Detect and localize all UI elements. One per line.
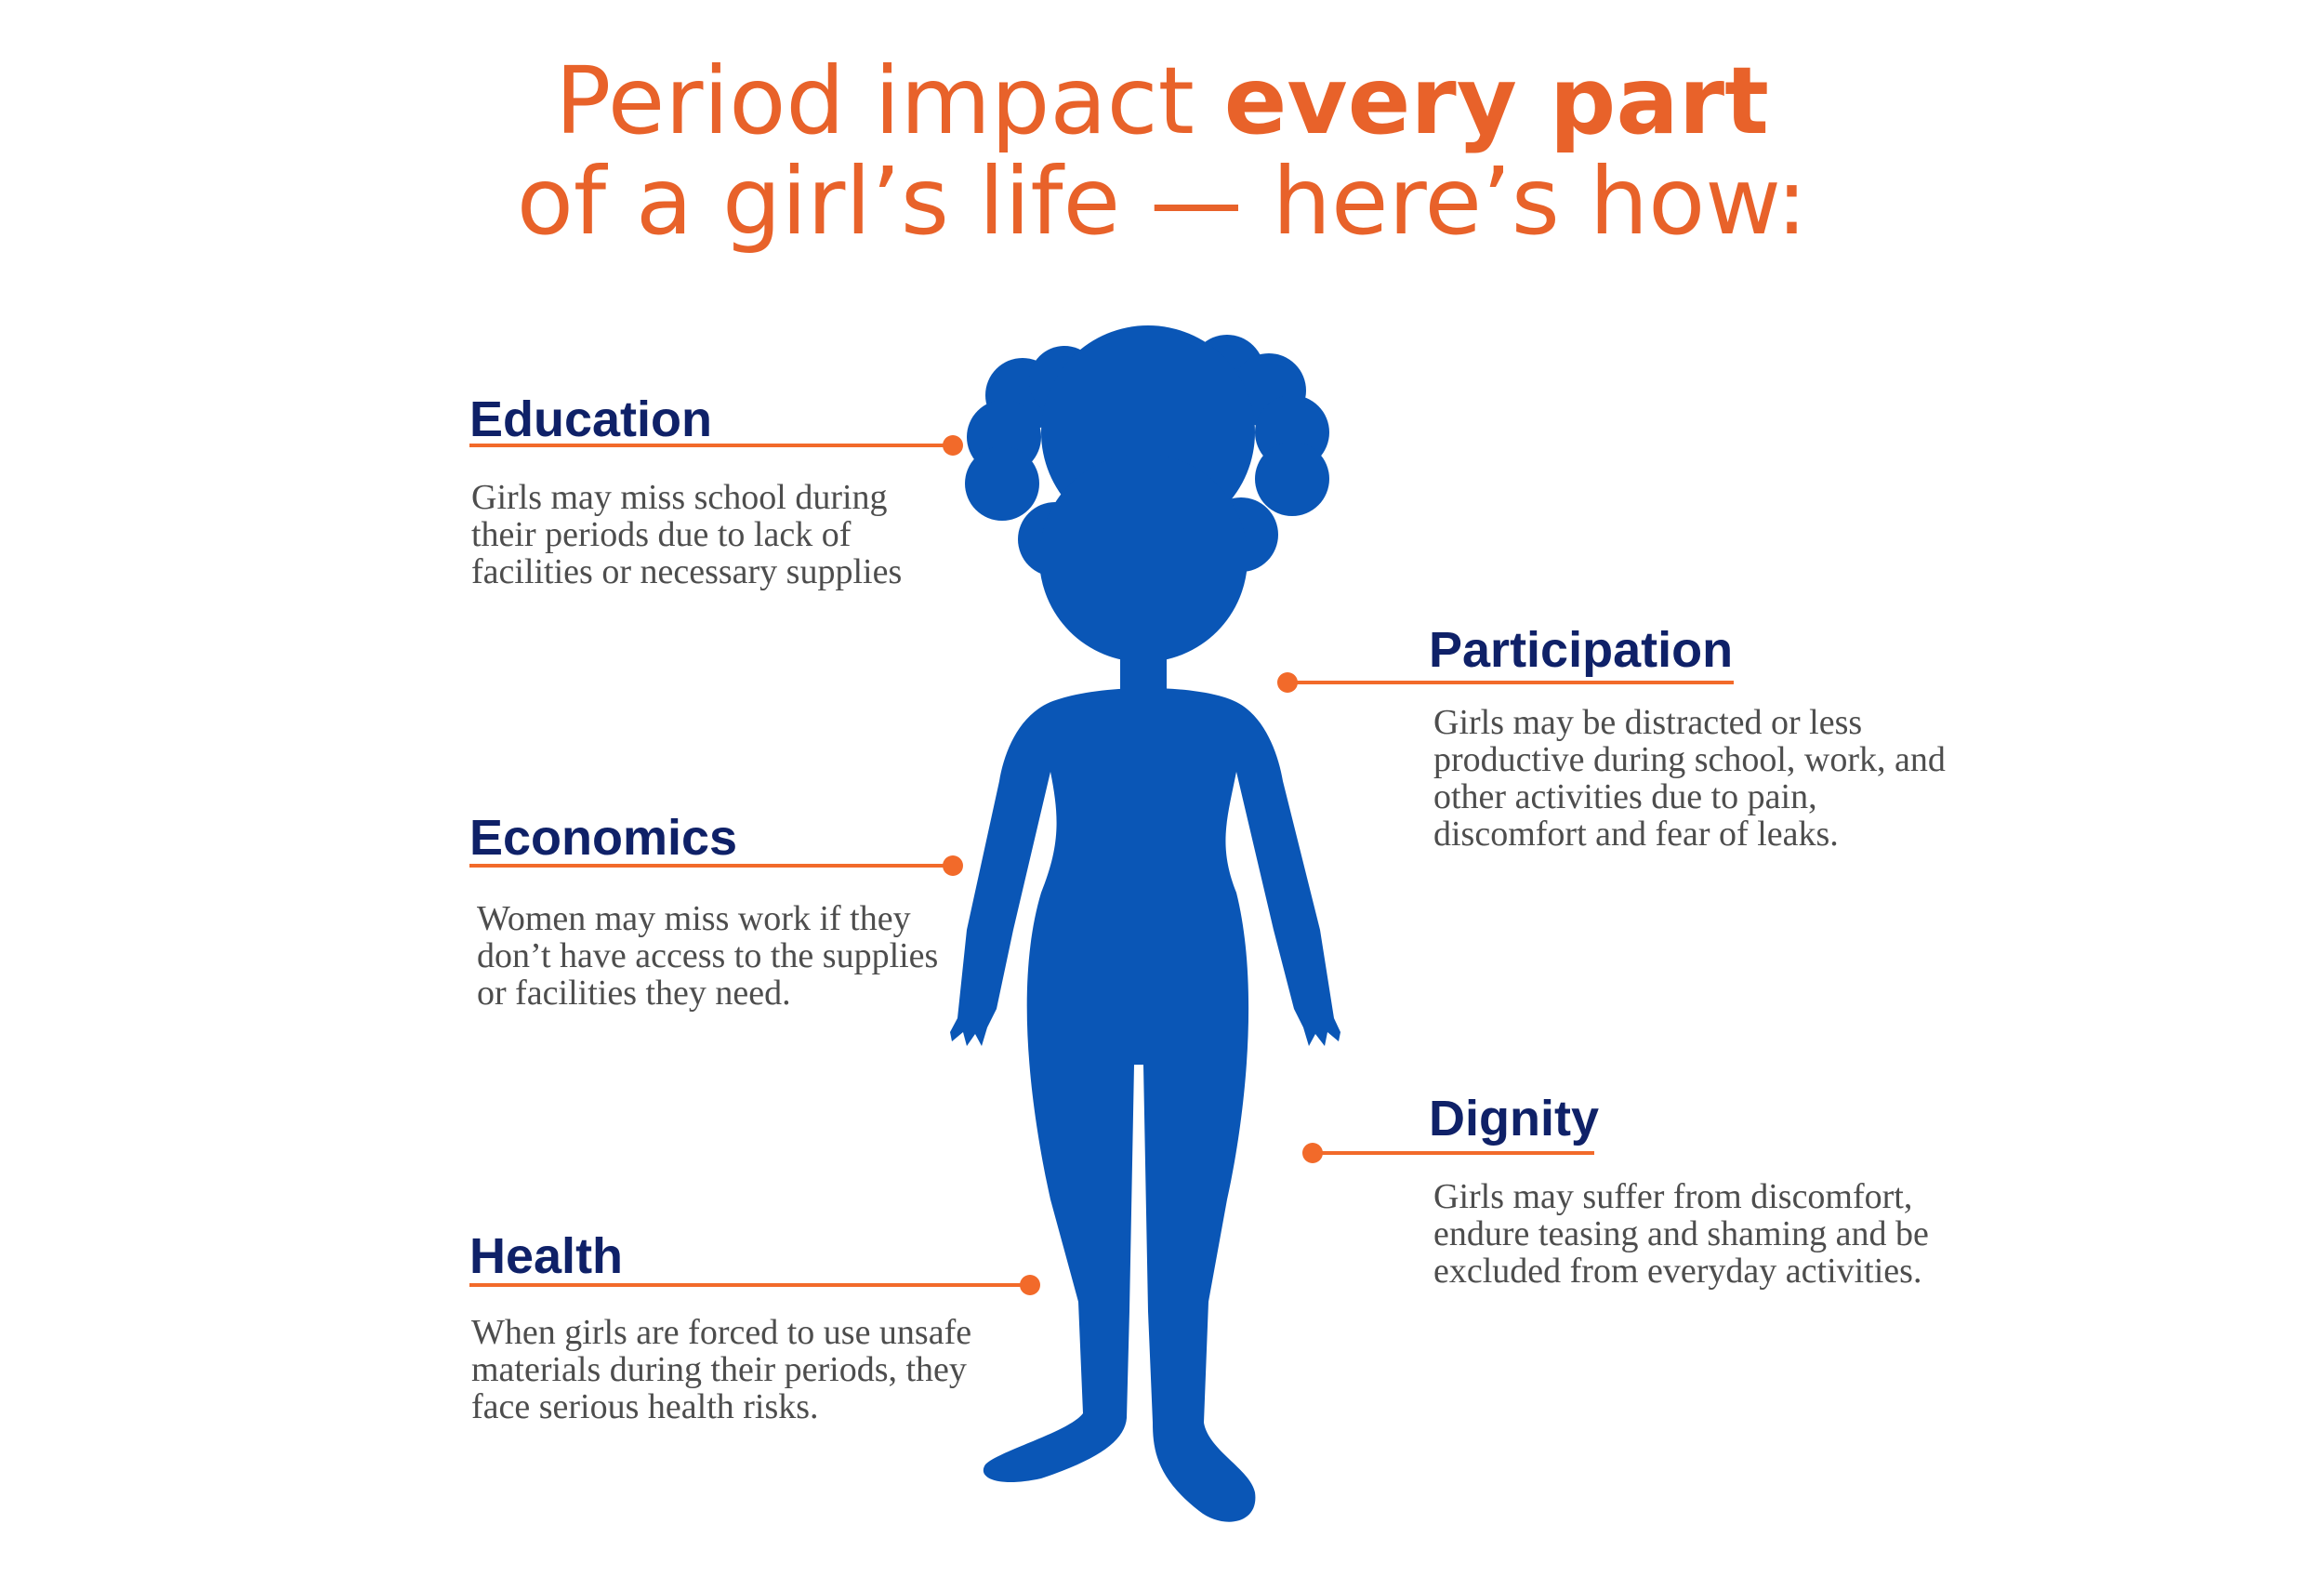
page-title: Period impact every part of a girl’s lif… [0,51,2324,252]
heading-economics: Economics [469,810,738,866]
title-emphasis: every part [1223,46,1769,155]
title-line-1: Period impact every part [0,51,2324,152]
heading-education: Education [469,391,713,447]
connector-education [469,435,963,456]
text-dignity: Girls may suffer from discomfort, endure… [1433,1177,1929,1291]
text-participation: Girls may be distracted or less producti… [1433,703,1946,854]
heading-participation: Participation [1429,622,1734,678]
text-health: When girls are forced to use unsafe mate… [471,1313,972,1426]
heading-dignity: Dignity [1429,1091,1599,1146]
connector-dignity [1302,1143,1594,1163]
connector-participation [1277,672,1734,693]
text-economics: Women may miss work if they don’t have a… [477,899,939,1013]
girl-silhouette-icon [950,325,1340,1522]
title-line-2: of a girl’s life — here’s how: [516,147,1808,256]
connector-economics [469,855,963,876]
title-prefix: Period impact [555,46,1224,155]
text-education: Girls may miss school during their perio… [471,478,903,591]
connector-health [469,1275,1040,1295]
heading-health: Health [469,1228,624,1284]
